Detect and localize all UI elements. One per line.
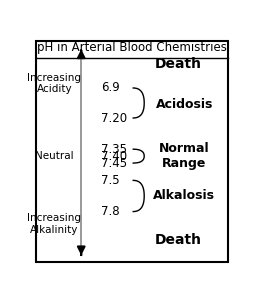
Text: Death: Death [155, 233, 202, 248]
Text: 7.40: 7.40 [101, 150, 127, 163]
Text: 7.8: 7.8 [101, 205, 120, 218]
Text: Increasing
Acidity: Increasing Acidity [27, 73, 81, 94]
Text: Acidosis: Acidosis [156, 98, 213, 111]
Text: 6.9: 6.9 [101, 82, 120, 94]
Text: Increasing
Alkalinity: Increasing Alkalinity [27, 214, 81, 235]
Text: Normal
Range: Normal Range [159, 142, 209, 170]
Text: Alkalosis: Alkalosis [153, 189, 215, 202]
Text: 7.5: 7.5 [101, 174, 120, 187]
Text: 7.20: 7.20 [101, 112, 127, 124]
Text: 7.35: 7.35 [101, 143, 127, 156]
Text: Neutral: Neutral [35, 151, 74, 161]
Text: pH in Arterial Blood Chemistries: pH in Arterial Blood Chemistries [37, 41, 227, 54]
Text: Death: Death [155, 57, 202, 71]
Text: 7.45: 7.45 [101, 157, 127, 169]
